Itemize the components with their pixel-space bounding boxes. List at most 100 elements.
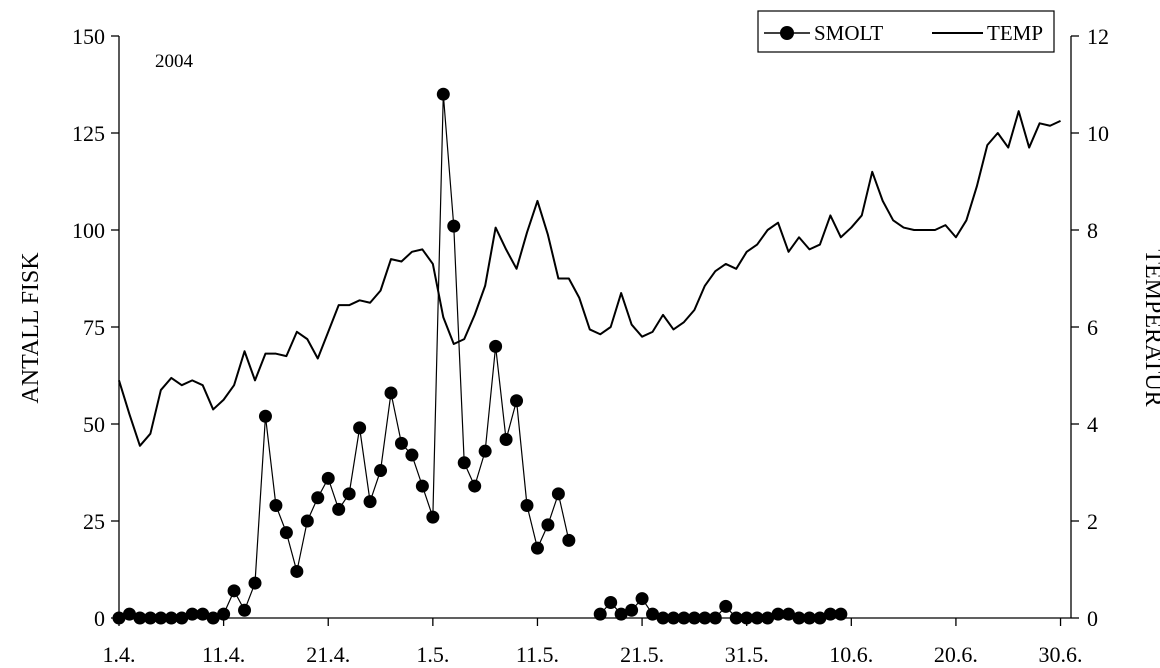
smolt-point <box>405 448 419 462</box>
smolt-point <box>604 595 618 609</box>
smolt-point <box>279 526 293 540</box>
x-tick-label: 11.4. <box>202 642 245 667</box>
series-layer <box>112 87 1061 625</box>
smolt-point <box>782 607 796 621</box>
smolt-point <box>792 611 806 625</box>
ticks-layer: 0 25 50 75 100 125 150 0 2 4 6 8 10 12 1.4. 11.4. 21.4. 1… <box>72 24 1109 667</box>
x-tick-label: 1.5. <box>416 642 449 667</box>
right-tick-label: 10 <box>1087 121 1109 146</box>
smolt-point <box>154 611 168 625</box>
smolt-point <box>489 339 503 353</box>
year-annotation: 2004 <box>155 51 194 72</box>
left-tick-label: 150 <box>72 24 105 49</box>
smolt-point <box>677 611 691 625</box>
smolt-series-line <box>118 94 570 619</box>
smolt-point <box>185 607 199 621</box>
smolt-point <box>394 436 408 450</box>
smolt-point <box>625 603 639 617</box>
smolt-point <box>802 611 816 625</box>
smolt-point <box>321 471 335 485</box>
axes-layer <box>118 36 1072 619</box>
smolt-point <box>823 607 837 621</box>
smolt-point <box>248 576 262 590</box>
left-tick-label: 50 <box>83 412 105 437</box>
left-tick-label: 100 <box>72 218 105 243</box>
x-tick-label: 21.5. <box>620 642 664 667</box>
smolt-point <box>729 611 743 625</box>
smolt-point <box>415 479 429 493</box>
smolt-point <box>175 611 189 625</box>
legend: SMOLT TEMP <box>757 10 1055 53</box>
smolt-point <box>457 456 471 470</box>
smolt-point <box>447 219 461 233</box>
smolt-point <box>510 394 524 408</box>
smolt-point <box>541 518 555 532</box>
smolt-point <box>614 607 628 621</box>
right-axis-title: TEMPERATUR <box>1140 249 1160 406</box>
smolt-point <box>499 433 513 447</box>
smolt-point <box>426 510 440 524</box>
smolt-point <box>593 607 607 621</box>
smolt-point <box>206 611 220 625</box>
smolt-point <box>761 611 775 625</box>
x-tick-label: 11.5. <box>516 642 559 667</box>
x-tick-label: 10.6. <box>829 642 873 667</box>
smolt-point <box>143 611 157 625</box>
legend-smolt-label: SMOLT <box>814 21 883 45</box>
smolt-point <box>363 495 377 509</box>
smolt-point <box>666 611 680 625</box>
smolt-point <box>258 409 272 423</box>
smolt-point <box>227 584 241 598</box>
right-tick-label: 4 <box>1087 412 1098 437</box>
x-tick-label: 20.6. <box>934 642 978 667</box>
right-tick-label: 6 <box>1087 315 1098 340</box>
smolt-point <box>300 514 314 528</box>
smolt-point <box>719 599 733 613</box>
x-tick-label: 31.5. <box>725 642 769 667</box>
smolt-point <box>269 498 283 512</box>
x-tick-label: 21.4. <box>306 642 350 667</box>
smolt-point <box>530 541 544 555</box>
smolt-point <box>217 607 231 621</box>
left-tick-label: 125 <box>72 121 105 146</box>
right-tick-label: 2 <box>1087 509 1098 534</box>
smolt-point <box>374 464 388 478</box>
smolt-point <box>698 611 712 625</box>
smolt-point <box>646 607 660 621</box>
smolt-point <box>238 603 252 617</box>
smolt-point <box>384 386 398 400</box>
smolt-point <box>656 611 670 625</box>
legend-temp-label: TEMP <box>987 21 1043 45</box>
legend-box <box>757 10 1055 53</box>
smolt-point <box>750 611 764 625</box>
smolt-point <box>436 87 450 101</box>
smolt-point <box>520 498 534 512</box>
x-tick-label: 1.4. <box>103 642 136 667</box>
smolt-point <box>468 479 482 493</box>
smolt-point <box>133 611 147 625</box>
left-tick-label: 0 <box>94 606 105 631</box>
right-tick-label: 8 <box>1087 218 1098 243</box>
smolt-point <box>771 607 785 621</box>
smolt-point <box>311 491 325 505</box>
smolt-point <box>834 607 848 621</box>
smolt-point <box>708 611 722 625</box>
smolt-point <box>342 487 356 501</box>
smolt-point <box>196 607 210 621</box>
smolt-point <box>562 533 576 547</box>
right-tick-label: 0 <box>1087 606 1098 631</box>
right-tick-label: 12 <box>1087 24 1109 49</box>
smolt-point <box>687 611 701 625</box>
smolt-point <box>478 444 492 458</box>
left-axis-title: ANTALL FISK <box>18 252 44 404</box>
smolt-point <box>332 502 346 516</box>
temp-series-line <box>118 110 1061 447</box>
smolt-point <box>112 611 126 625</box>
smolt-point <box>813 611 827 625</box>
smolt-point <box>164 611 178 625</box>
x-tick-label: 30.6. <box>1039 642 1083 667</box>
smolt-point <box>122 607 136 621</box>
smolt-point <box>551 487 565 501</box>
